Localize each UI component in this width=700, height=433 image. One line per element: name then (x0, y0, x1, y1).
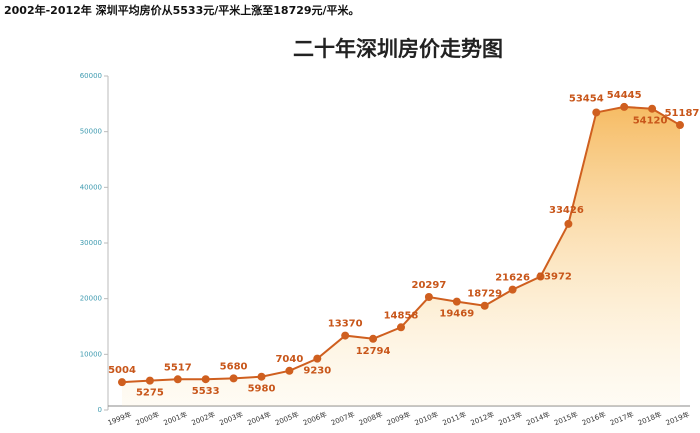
point (285, 366, 294, 375)
x-tick-label: 2017年 (609, 410, 635, 428)
point (452, 297, 461, 306)
x-tick-label: 2005年 (274, 410, 300, 428)
point (620, 102, 629, 111)
x-tick-label: 2002年 (190, 410, 216, 428)
point (201, 375, 210, 384)
point (648, 104, 657, 113)
x-tick-label: 2011年 (441, 410, 467, 428)
y-tick-label: 30000 (80, 239, 102, 247)
x-tick-label: 2004年 (246, 410, 272, 428)
x-tick-label: 2015年 (553, 410, 579, 428)
data-label: 54120 (633, 116, 668, 127)
data-label: 54445 (607, 90, 642, 101)
x-tick-label: 2016年 (581, 410, 607, 428)
y-tick-label: 60000 (80, 72, 102, 80)
x-tick-label: 2000年 (134, 410, 160, 428)
data-label: 5517 (164, 362, 192, 373)
area (122, 106, 680, 406)
x-tick-label: 2014年 (525, 410, 551, 428)
x-tick-label: 2006年 (302, 410, 328, 428)
data-label: 5004 (108, 365, 136, 376)
data-label: 19469 (439, 309, 474, 320)
x-tick-label: 2019年 (664, 410, 690, 428)
data-label: 5533 (192, 386, 220, 397)
point (118, 378, 126, 387)
point (229, 374, 238, 383)
point (480, 301, 489, 310)
point (145, 376, 154, 385)
point (424, 293, 433, 302)
y-tick-label: 10000 (80, 350, 102, 358)
x-tick-label: 2018年 (636, 410, 662, 428)
data-label: 23972 (537, 272, 572, 283)
data-label: 12794 (356, 346, 391, 357)
data-label: 5680 (220, 361, 248, 372)
x-tick-label: 2007年 (330, 410, 356, 428)
data-label: 18729 (467, 289, 502, 300)
data-label: 5275 (136, 388, 164, 399)
chart-title: 二十年深圳房价走势图 (293, 37, 503, 61)
point (369, 334, 378, 343)
point (313, 354, 322, 363)
data-label: 7040 (275, 354, 303, 365)
y-tick-label: 20000 (80, 295, 102, 303)
point (508, 285, 517, 294)
x-tick-label: 1999年 (106, 410, 132, 428)
y-tick-label: 0 (98, 406, 102, 414)
x-tick-label: 2013年 (497, 410, 523, 428)
data-label: 53454 (569, 93, 604, 104)
x-tick-label: 2009年 (385, 410, 411, 428)
point (564, 219, 573, 228)
x-tick-label: 2010年 (413, 410, 439, 428)
point (341, 331, 350, 340)
x-tick-label: 2001年 (162, 410, 188, 428)
x-tick-label: 2008年 (357, 410, 383, 428)
point (592, 108, 601, 117)
data-label: 51187 (665, 108, 700, 119)
data-label: 33426 (549, 205, 584, 216)
x-tick-label: 2003年 (218, 410, 244, 428)
header-note: 2002年-2012年 深圳平均房价从5533元/平米上涨至18729元/平米。 (4, 4, 360, 17)
point (397, 323, 405, 332)
point (257, 372, 266, 381)
point (173, 375, 182, 384)
data-label: 21626 (495, 273, 530, 284)
data-label: 9230 (303, 366, 331, 377)
point (536, 272, 545, 281)
data-label: 20297 (412, 280, 447, 291)
y-tick-label: 40000 (80, 183, 102, 191)
x-tick-label: 2012年 (469, 410, 495, 428)
data-label: 13370 (328, 319, 363, 330)
data-label: 5980 (248, 384, 276, 395)
y-tick-label: 50000 (80, 128, 102, 136)
data-label: 14858 (384, 310, 419, 321)
point (676, 121, 684, 130)
